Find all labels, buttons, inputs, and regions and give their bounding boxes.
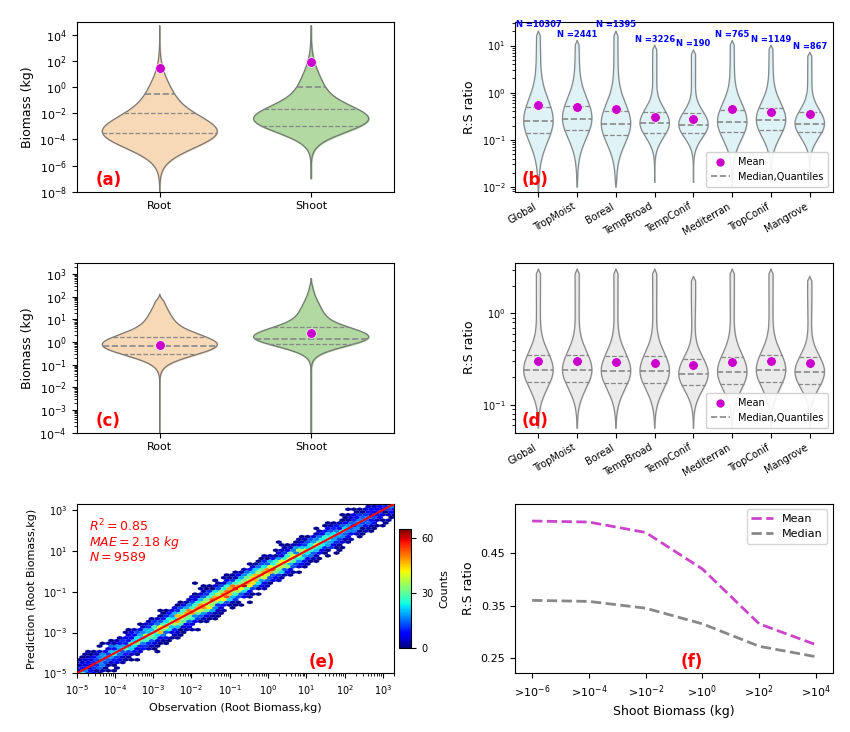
Median xyxy=(754,642,764,651)
Legend: Mean, Median,Quantiles: Mean, Median,Quantiles xyxy=(706,152,828,187)
Text: (e): (e) xyxy=(309,653,335,671)
Median xyxy=(811,652,821,661)
Y-axis label: Prediction (Root Biomass,kg): Prediction (Root Biomass,kg) xyxy=(27,509,37,669)
Legend: Mean, Median: Mean, Median xyxy=(746,509,827,544)
Text: $MAE = 2.18$ kg: $MAE = 2.18$ kg xyxy=(89,534,180,551)
Text: (a): (a) xyxy=(95,171,122,189)
Mean xyxy=(754,619,764,628)
Y-axis label: Biomass (kg): Biomass (kg) xyxy=(21,307,34,389)
Text: (b): (b) xyxy=(522,171,548,189)
Y-axis label: Counts: Counts xyxy=(439,569,449,608)
Y-axis label: R:S ratio: R:S ratio xyxy=(463,80,476,133)
Text: N =3226: N =3226 xyxy=(635,34,675,44)
Median xyxy=(527,596,537,605)
Median xyxy=(641,604,651,613)
Text: N =1395: N =1395 xyxy=(596,20,636,29)
Y-axis label: R:S ratio: R:S ratio xyxy=(462,562,475,616)
Y-axis label: R:S ratio: R:S ratio xyxy=(463,321,476,375)
Text: N =2441: N =2441 xyxy=(557,30,598,39)
Text: N =190: N =190 xyxy=(677,40,711,48)
Mean xyxy=(527,517,537,526)
Mean xyxy=(697,564,707,573)
Text: N =1149: N =1149 xyxy=(751,34,791,44)
Text: (c): (c) xyxy=(95,411,121,430)
Mean xyxy=(811,640,821,649)
Mean xyxy=(641,528,651,537)
Text: $R^2 = 0.85$: $R^2 = 0.85$ xyxy=(89,518,149,534)
Line: Mean: Mean xyxy=(532,521,816,645)
Text: (d): (d) xyxy=(522,411,548,430)
Text: N =867: N =867 xyxy=(792,42,827,51)
Median xyxy=(697,619,707,628)
Text: $N = 9589$: $N = 9589$ xyxy=(89,551,147,564)
X-axis label: Observation (Root Biomass,kg): Observation (Root Biomass,kg) xyxy=(149,703,322,712)
Text: N =765: N =765 xyxy=(715,30,750,39)
Median xyxy=(584,597,594,606)
Legend: Mean, Median,Quantiles: Mean, Median,Quantiles xyxy=(706,393,828,427)
X-axis label: Shoot Biomass (kg): Shoot Biomass (kg) xyxy=(613,706,735,718)
Y-axis label: Biomass (kg): Biomass (kg) xyxy=(21,66,34,148)
Text: N =10307: N =10307 xyxy=(516,20,561,29)
Line: Median: Median xyxy=(532,600,816,657)
Text: (f): (f) xyxy=(681,653,703,671)
Mean xyxy=(584,518,594,526)
